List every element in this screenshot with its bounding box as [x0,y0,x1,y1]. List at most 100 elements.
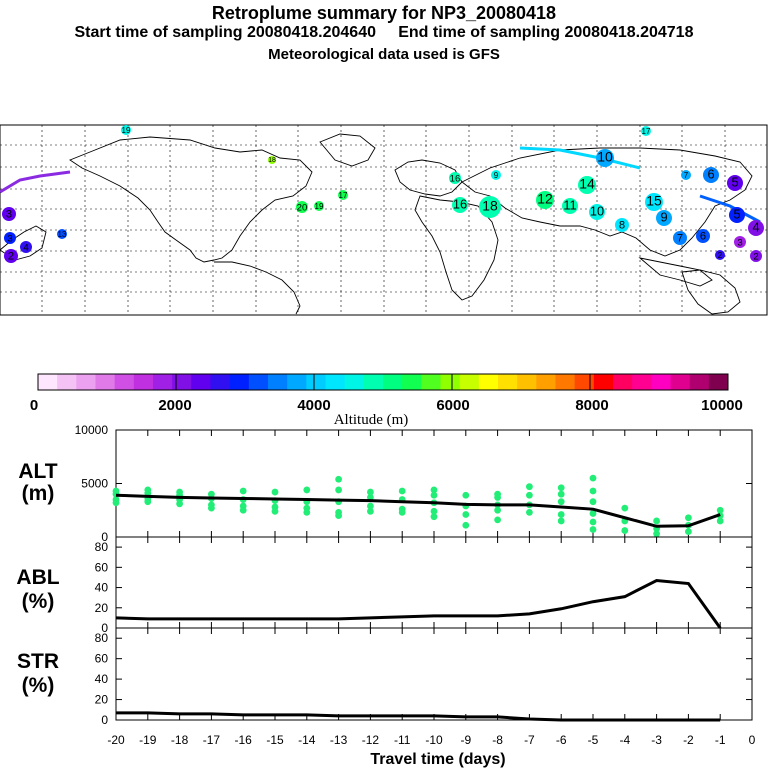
y-tick-label: 40 [95,672,109,686]
trajectory-marker: 7 [673,231,687,245]
svg-text:19: 19 [122,126,131,135]
panel-yunit: (m) [22,482,55,505]
trajectory-marker: 14 [578,175,596,194]
trajectory-marker: 10 [589,203,605,220]
colorbar-cell [459,374,480,390]
trajectory-marker: 9 [491,170,501,180]
x-tick-label: -9 [460,733,471,747]
x-tick-label: -12 [362,733,380,747]
trajectory-marker: 4 [20,241,32,253]
altitude-point [144,486,152,494]
svg-text:9: 9 [494,171,499,180]
svg-text:5: 5 [733,206,740,221]
svg-text:17: 17 [642,127,651,136]
svg-text:17: 17 [339,191,348,200]
panel-yunit: (%) [22,590,55,613]
altitude-point [335,512,342,519]
trajectory-marker: 18 [479,196,501,218]
colorbar-cell [689,374,710,390]
altitude-point [271,507,279,515]
y-tick-label: 60 [95,560,109,574]
altitude-point [557,511,565,518]
x-tick-label: -5 [588,733,599,747]
altitude-point [430,486,438,494]
altitude-point [176,500,184,508]
x-tick-label: -1 [715,733,726,747]
colorbar-cell [287,374,307,390]
altitude-point [589,510,597,517]
trajectory-marker: 7 [681,170,691,180]
colorbar-cell [555,374,576,390]
altitude-point [621,527,629,534]
colorbar-cell [651,374,671,390]
altitude-point [144,498,152,506]
colorbar-cell [268,374,288,390]
altitude-point [430,491,438,499]
trajectory-marker: 15 [645,192,663,211]
altitude-point [589,526,597,533]
colorbar-cell [574,374,595,390]
alt-panel: 0 5000 10000 ALT(m) [18,423,753,544]
trajectory-marker: 9 [656,209,672,226]
x-tick-label: -7 [524,733,535,747]
altitude-point [303,508,311,516]
y-tick-label: 80 [95,631,109,645]
time-series-panels: 0500010000ALT(m)020406080ABL(%)020406080… [16,423,755,768]
x-tick-label: -2 [683,733,694,747]
altitude-median-line [115,493,721,528]
trajectory-marker: 17 [641,126,651,136]
svg-text:3: 3 [6,208,12,220]
trajectory-marker: 3 [734,236,746,248]
altitude-point [589,487,597,495]
x-tick-label: -17 [203,733,221,747]
trajectory-marker: 11 [562,197,578,214]
colorbar-cell [670,374,691,390]
svg-text:18: 18 [268,157,276,164]
panel-ylabel: ALT [18,460,57,483]
y-tick-label: 0 [101,530,108,544]
x-tick-label: -20 [107,733,125,747]
colorbar-cell [76,374,96,390]
colorbar-tick-label: 0 [30,397,38,414]
altitude-point [335,475,342,483]
altitude-point [494,506,501,514]
trajectory-marker: 5 [727,174,743,191]
altitude-point [526,491,533,499]
svg-text:6: 6 [707,166,714,181]
altitude-point [462,511,470,518]
colorbar-cell [114,374,135,390]
x-tick-label: -4 [619,733,630,747]
svg-text:11: 11 [563,197,576,212]
abl-panel: 0 20 40 60 80 ABL(%) [16,536,753,635]
chart-title: Retroplume summary for NP3_20080418 [211,3,557,23]
altitude-point [685,528,692,536]
x-tick-label: -18 [171,733,189,747]
trajectory-marker: 3 [4,232,16,244]
colorbar-cell [306,374,326,390]
panel-yunit: (%) [22,674,55,697]
colorbar-cell [478,374,499,390]
svg-text:2: 2 [753,251,758,262]
altitude-point [367,502,374,510]
altitude-point [112,499,120,507]
panel-ylabel: STR [17,650,59,673]
svg-text:2: 2 [718,251,723,260]
met-data-line: Meteorological data used is GFS [268,46,500,63]
x-axis-label: Travel time (days) [370,751,505,768]
trajectory-marker: 19 [121,125,131,135]
x-tick-label: -14 [298,733,316,747]
trajectory-marker: 5 [729,206,745,223]
x-tick-label: -15 [266,733,284,747]
svg-text:14: 14 [579,175,595,191]
str-line [116,711,721,722]
altitude-point [653,517,660,525]
svg-text:13: 13 [58,230,67,239]
altitude-point [653,530,660,538]
trajectory-marker: 17 [338,190,348,200]
svg-text:15: 15 [646,192,662,208]
altitude-point [716,506,724,514]
trajectory-marker: 16 [449,172,461,184]
svg-text:6: 6 [700,230,706,242]
colorbar-cell [133,374,154,390]
